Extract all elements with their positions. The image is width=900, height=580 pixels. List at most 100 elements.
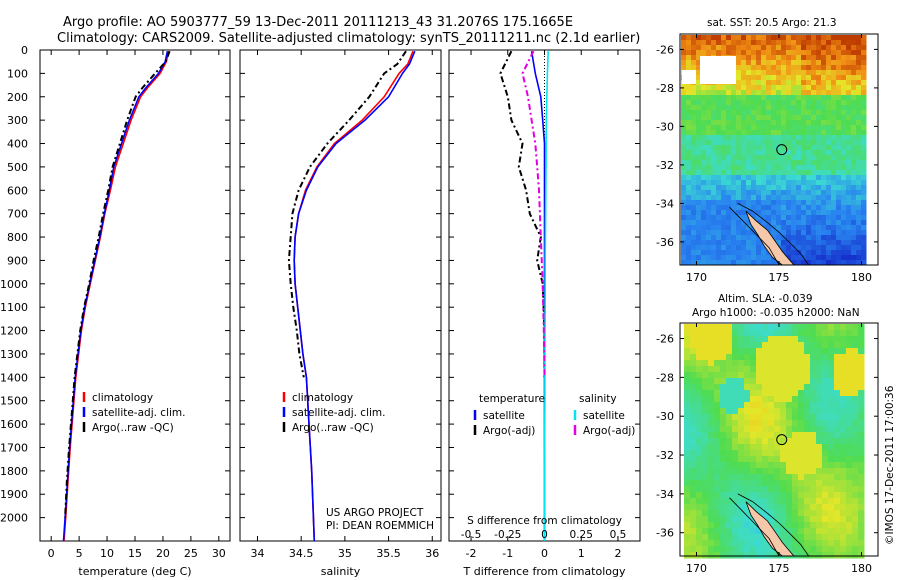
sst-field-cell [831,225,837,231]
sst-field-cell [726,90,732,96]
sst-field-cell [781,60,787,66]
sla-field-cell [708,534,715,541]
sst-field-cell [716,120,722,126]
sst-field-cell [741,250,747,256]
sla-field-cell [828,456,835,463]
sst-field-cell [761,175,767,181]
sst-field-cell [721,105,727,111]
sla-field-cell [702,504,709,511]
sst-field-cell [686,195,692,201]
sst-field-cell [721,240,727,246]
sst-field-cell [706,45,712,51]
sst-field-cell [846,135,852,141]
sst-field-cell [686,115,692,121]
sla-field-cell [834,540,841,547]
sla-field-cell [750,360,757,367]
sla-field-cell [768,552,775,559]
sla-field-cell [858,456,865,463]
sla-field-cell [780,396,787,403]
sla-field-cell [768,480,775,487]
y-tick-label: 1900 [0,488,28,501]
sla-field-cell [774,480,781,487]
sla-field-cell [762,366,769,373]
sla-field-cell [846,342,853,349]
sla-field-cell [852,450,859,457]
sla-field-cell [834,486,841,493]
sla-field-cell [696,402,703,409]
sst-field-cell [716,240,722,246]
sla-field-cell [846,438,853,445]
sst-field-cell [756,240,762,246]
sla-field-cell [852,348,859,355]
sst-field-cell [701,40,707,46]
y-tick-label: 1400 [0,371,28,384]
sla-field-cell [840,498,847,505]
sst-field-cell [826,160,832,166]
sla-field-cell [822,462,829,469]
sla-field-cell [684,504,691,511]
sst-field-cell [821,105,827,111]
sst-field-cell [766,115,772,121]
sla-field-cell [726,444,733,451]
sla-field-cell [684,552,691,559]
sst-field-cell [826,255,832,261]
sst-field-cell [711,90,717,96]
sst-field-cell [696,215,702,221]
sst-field-cell [861,215,867,221]
sst-field-cell [831,75,837,81]
sst-field-cell [856,185,862,191]
sst-field-cell [771,95,777,101]
sst-field-cell [706,135,712,141]
sst-field-cell [771,190,777,196]
sst-field-cell [851,165,857,171]
sla-field-cell [846,390,853,397]
sla-field-cell [684,522,691,529]
sst-field-cell [801,200,807,206]
sla-field-cell [786,426,793,433]
sla-field-cell [852,426,859,433]
sst-field-cell [791,195,797,201]
sst-field-cell [806,95,812,101]
sst-field-cell [861,190,867,196]
sst-field-cell [746,190,752,196]
sst-field-cell [741,60,747,66]
sla-field-cell [750,462,757,469]
sst-field-cell [736,215,742,221]
sla-field-cell [840,492,847,499]
x-tick-label: 30 [212,547,226,560]
sla-field-cell [786,432,793,439]
sla-field-cell [840,336,847,343]
sst-field-cell [776,75,782,81]
sla-field-cell [840,444,847,451]
sla-field-cell [714,420,721,427]
sst-field-cell [801,205,807,211]
sst-field-cell [706,235,712,241]
sst-field-cell [716,160,722,166]
sla-field-cell [768,516,775,523]
sla-field-cell [840,420,847,427]
sst-field-cell [731,85,737,91]
y-tick-label: 100 [7,67,28,80]
sst-field-cell [681,95,687,101]
sla-field-cell [756,372,763,379]
sst-field-cell [751,90,757,96]
sst-field-cell [836,160,842,166]
sla-field-cell [684,462,691,469]
sla-field-cell [714,324,721,331]
sla-field-cell [840,324,847,331]
sst-field-cell [861,45,867,51]
sla-field-cell [762,438,769,445]
sla-field-cell [744,552,751,559]
sla-field-cell [720,498,727,505]
sla-field-cell [804,396,811,403]
sst-field-cell [726,180,732,186]
sst-field-cell [861,180,867,186]
sst-field-cell [711,180,717,186]
sla-field-cell [750,528,757,535]
sst-field-cell [841,260,847,266]
sla-field-cell [762,492,769,499]
sla-field-cell [708,408,715,415]
sla-field-cell [846,432,853,439]
sst-field-cell [781,140,787,146]
sst-field-cell [701,235,707,241]
